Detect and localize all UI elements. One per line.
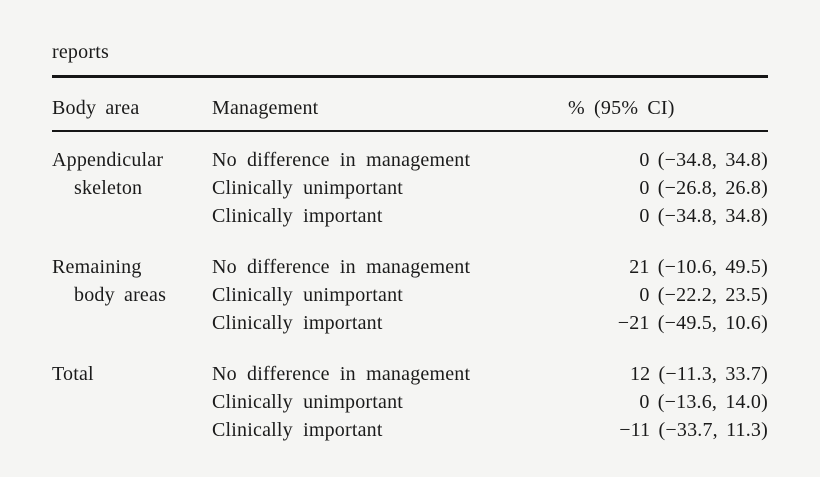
table-row: No difference in management 21 (−10.6, 4… [212, 253, 768, 281]
table-row: Clinically unimportant 0 (−26.8, 26.8) [212, 174, 768, 202]
table-row: Clinically important 0 (−34.8, 34.8) [212, 202, 768, 230]
value-cell: 0 (−13.6, 14.0) [639, 391, 768, 413]
body-area-line2: body areas [74, 284, 167, 306]
table-row: Clinically important −21 (−49.5, 10.6) [212, 309, 768, 337]
value-cell: 21 (−10.6, 49.5) [629, 256, 768, 278]
table-row: Clinically important −11 (−33.7, 11.3) [212, 416, 768, 444]
value-cell: 0 (−22.2, 23.5) [639, 284, 768, 306]
value-cell: 0 (−34.8, 34.8) [639, 205, 768, 227]
value-cell: −11 (−33.7, 11.3) [619, 419, 768, 441]
body-area-line2: skeleton [74, 177, 143, 199]
table-header-rule [52, 130, 768, 132]
table-header-row: Body area Management % (95% CI) [52, 78, 768, 130]
table-row: Clinically unimportant 0 (−13.6, 14.0) [212, 388, 768, 416]
value-cell: 0 (−34.8, 34.8) [639, 149, 768, 171]
table-body: Appendicular skeleton No difference in m… [52, 132, 768, 444]
group-rows: No difference in management 21 (−10.6, 4… [212, 253, 768, 337]
management-cell: Clinically unimportant [212, 284, 404, 306]
group-rows: No difference in management 12 (−11.3, 3… [212, 360, 768, 444]
management-cell: No difference in management [212, 363, 471, 385]
management-cell: No difference in management [212, 256, 471, 278]
value-cell: 0 (−26.8, 26.8) [639, 177, 768, 199]
table-caption: reports [52, 41, 109, 63]
table-group-appendicular-skeleton: Appendicular skeleton No difference in m… [52, 146, 768, 230]
table-group-remaining-body-areas: Remaining body areas No difference in ma… [52, 253, 768, 337]
management-cell: Clinically unimportant [212, 391, 404, 413]
management-cell: Clinically important [212, 419, 383, 441]
header-body-area: Body area [52, 97, 140, 119]
management-cell: Clinically important [212, 205, 383, 227]
body-area-line1: Total [52, 363, 94, 385]
management-cell: Clinically unimportant [212, 177, 404, 199]
table-top-rule [52, 75, 768, 78]
table-group-total: Total No difference in management 12 (−1… [52, 360, 768, 444]
table-row: No difference in management 0 (−34.8, 34… [212, 146, 768, 174]
value-cell: 12 (−11.3, 33.7) [629, 363, 768, 385]
group-rows: No difference in management 0 (−34.8, 34… [212, 146, 768, 230]
results-table: Body area Management % (95% CI) Appendic… [52, 75, 768, 444]
body-area-cell: Appendicular skeleton [52, 146, 212, 230]
body-area-line1: Remaining [52, 256, 142, 278]
table-row: Clinically unimportant 0 (−22.2, 23.5) [212, 281, 768, 309]
body-area-cell: Remaining body areas [52, 253, 212, 337]
table-row: No difference in management 12 (−11.3, 3… [212, 360, 768, 388]
management-cell: Clinically important [212, 312, 383, 334]
body-area-line1: Appendicular [52, 149, 164, 171]
header-percent-ci: % (95% CI) [568, 97, 675, 119]
value-cell: −21 (−49.5, 10.6) [617, 312, 768, 334]
header-management: Management [212, 97, 319, 119]
management-cell: No difference in management [212, 149, 471, 171]
body-area-cell: Total [52, 360, 212, 444]
